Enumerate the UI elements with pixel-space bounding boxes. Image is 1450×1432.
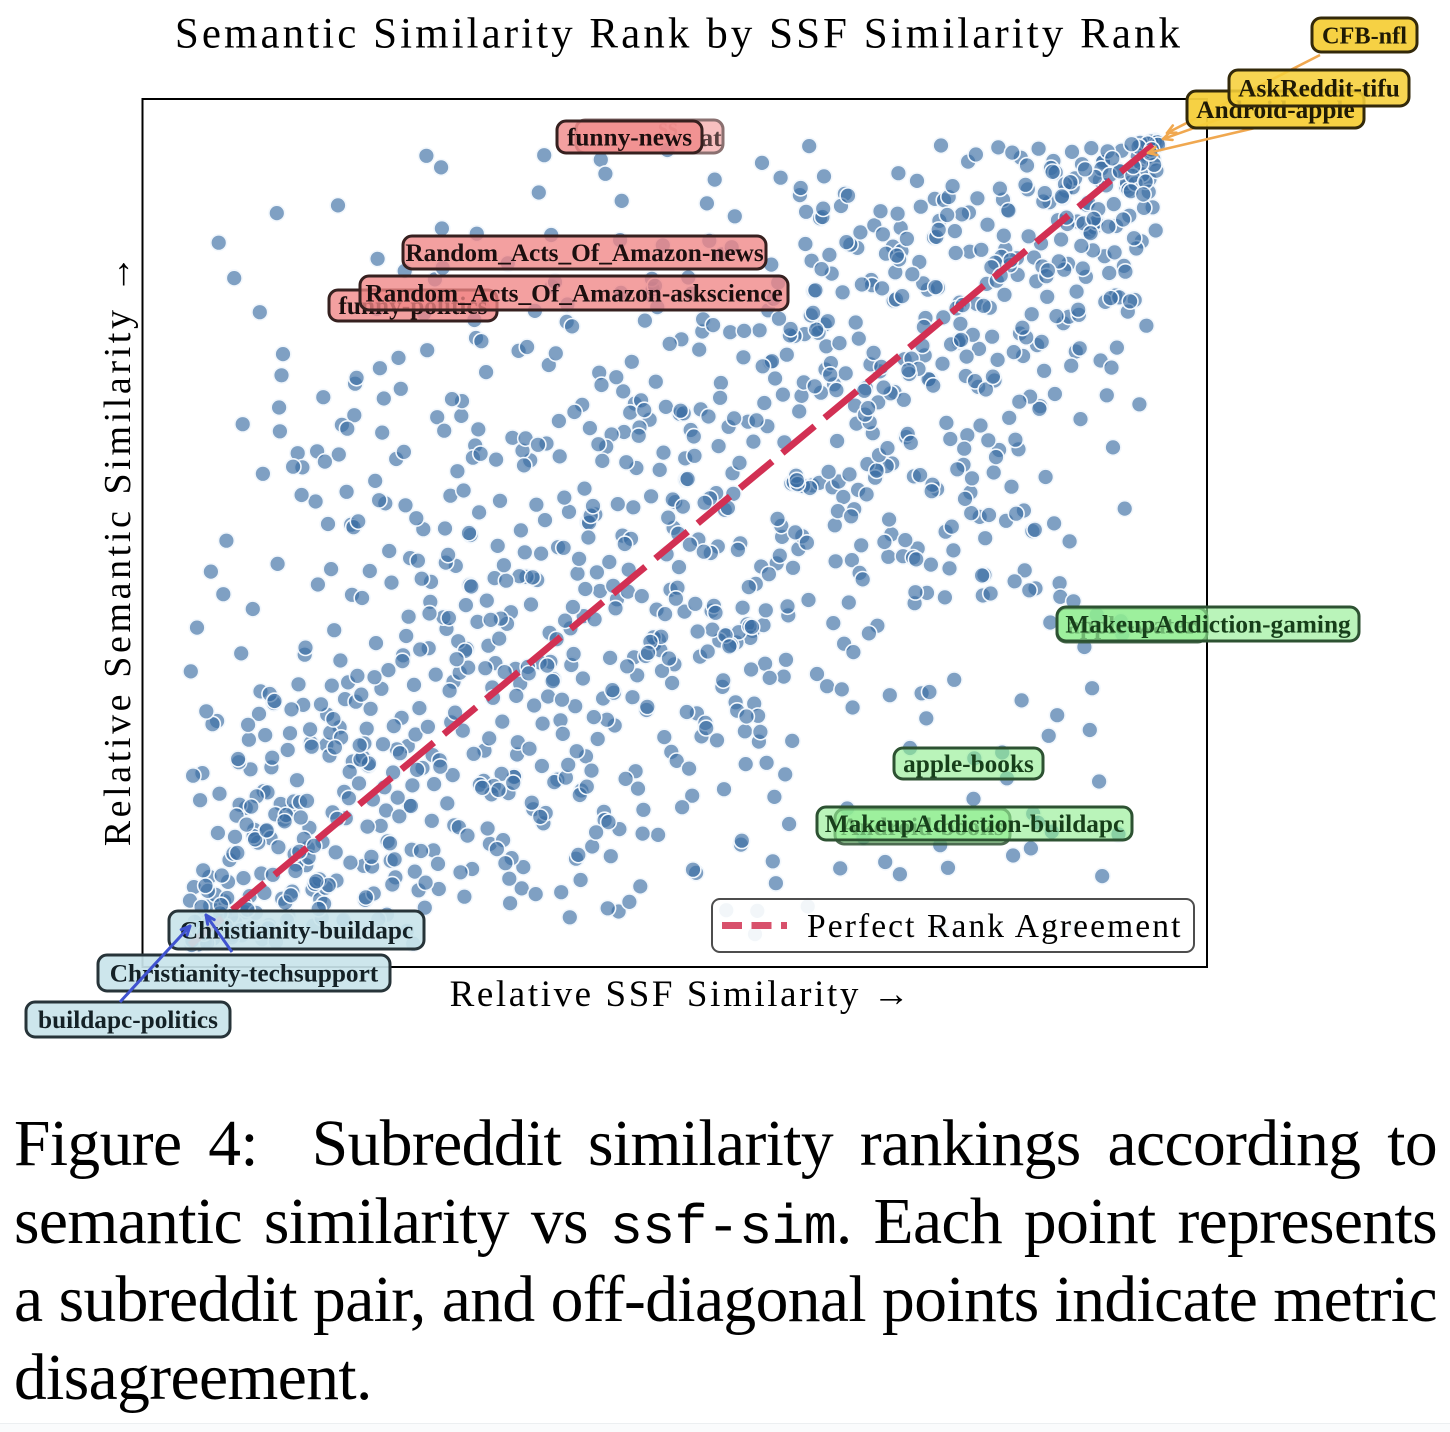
svg-text:CFB-nfl: CFB-nfl xyxy=(1322,22,1407,49)
svg-text:Random_Acts_Of_Amazon-news: Random_Acts_Of_Amazon-news xyxy=(405,239,764,267)
svg-text:MakeupAddiction-buildapc: MakeupAddiction-buildapc xyxy=(825,810,1124,838)
svg-text:Random_Acts_Of_Amazon-askscien: Random_Acts_Of_Amazon-askscience xyxy=(365,280,782,308)
svg-text:Perfect Rank Agreement: Perfect Rank Agreement xyxy=(807,908,1183,945)
svg-text:AskReddit-tifu: AskReddit-tifu xyxy=(1238,75,1400,103)
svg-text:buildapc-politics: buildapc-politics xyxy=(38,1006,218,1034)
svg-text:apple-books: apple-books xyxy=(903,750,1034,778)
svg-text:Christianity-techsupport: Christianity-techsupport xyxy=(110,960,379,988)
svg-text:MakeupAddiction-gaming: MakeupAddiction-gaming xyxy=(1065,611,1351,639)
svg-text:Relative SSF Similarity →: Relative SSF Similarity → xyxy=(450,974,913,1015)
svg-text:Semantic Similarity Rank by SS: Semantic Similarity Rank by SSF Similari… xyxy=(175,11,1183,58)
svg-text:funny-news: funny-news xyxy=(567,124,692,152)
svg-text:at: at xyxy=(700,124,722,152)
svg-text:Relative Semantic Similarity →: Relative Semantic Similarity → xyxy=(97,252,139,847)
